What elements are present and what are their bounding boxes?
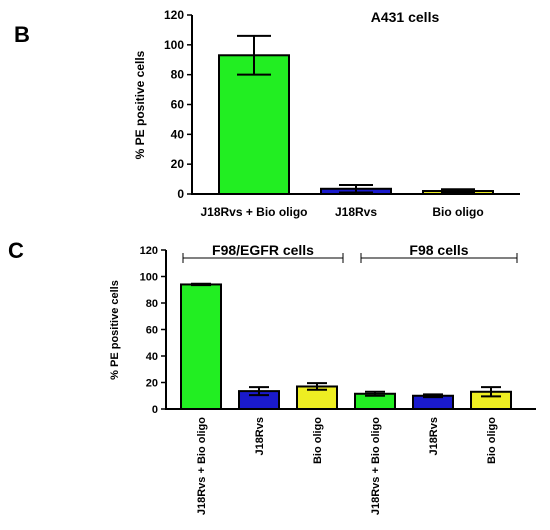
panel-c-y-axis-label: % PE positive cells	[109, 280, 121, 380]
c-error-bar	[307, 382, 327, 391]
c-y-tick-label: 120	[140, 245, 158, 257]
b-y-tick-label: 40	[171, 127, 185, 141]
c-y-tick-label: 100	[140, 272, 158, 284]
panel-b-y-ticks: 0 20 40 60 80 100 120	[164, 8, 192, 201]
b-bar	[218, 54, 290, 196]
c-y-tick-label: 0	[152, 404, 158, 416]
c-error-bar	[365, 390, 385, 397]
panel-b-bars	[218, 34, 494, 196]
panel-c-group-bracket	[182, 253, 344, 263]
panel-b-y-axis-label: % PE positive cells	[133, 50, 147, 159]
c-y-tick-label: 60	[146, 325, 158, 337]
panel-b-chart: B A431 cells % PE positive cells 0 20 40 60…	[14, 8, 520, 219]
panel-b-label: B	[14, 22, 30, 47]
panel-c-y-ticks: 0 20 40 60 80 100 120	[140, 245, 166, 416]
b-x-tick-label: J18Rvs	[335, 205, 377, 219]
c-x-tick-label: J18Rvs + Bio oligo	[196, 417, 208, 515]
panel-c-chart: C % PE positive cells F98/EGFR cells F98 …	[8, 238, 536, 515]
c-error-bar	[423, 393, 443, 399]
c-error-bar	[191, 282, 211, 287]
b-y-tick-label: 0	[177, 187, 184, 201]
b-y-tick-label: 60	[171, 98, 185, 112]
panel-c-group-label: F98/EGFR cells	[212, 242, 314, 258]
panel-c-group-brackets: F98/EGFR cells F98 cells	[182, 242, 518, 263]
c-x-tick-label: J18Rvs + Bio oligo	[370, 417, 382, 515]
panel-c-bars	[180, 282, 512, 411]
panel-c-label: C	[8, 238, 24, 263]
panel-c-group-label: F98 cells	[409, 242, 468, 258]
panel-b-title: A431 cells	[371, 9, 440, 25]
panel-c-x-tick-labels: J18Rvs + Bio oligo J18Rvs Bio oligo J18Rvs …	[196, 417, 498, 515]
c-x-tick-label: J18Rvs	[254, 417, 266, 456]
c-y-tick-label: 20	[146, 378, 158, 390]
b-x-tick-label: J18Rvs + Bio oligo	[200, 205, 307, 219]
c-x-tick-label: Bio oligo	[312, 417, 324, 464]
c-error-bar	[481, 386, 501, 398]
c-error-bar	[249, 386, 269, 397]
b-error-bar	[237, 34, 271, 76]
panel-b-x-tick-labels: J18Rvs + Bio oligo J18Rvs Bio oligo	[200, 205, 483, 219]
b-y-tick-label: 120	[164, 8, 184, 22]
panel-c-group-bracket	[360, 253, 518, 263]
c-y-tick-label: 40	[146, 351, 158, 363]
b-error-bar	[441, 188, 475, 194]
c-x-tick-label: J18Rvs	[428, 417, 440, 456]
b-y-tick-label: 20	[171, 157, 185, 171]
b-y-tick-label: 100	[164, 38, 184, 52]
c-y-tick-label: 80	[146, 298, 158, 310]
b-error-bar	[339, 184, 373, 194]
c-bar	[180, 283, 222, 411]
b-x-tick-label: Bio oligo	[432, 205, 483, 219]
c-x-tick-label: Bio oligo	[486, 417, 498, 464]
b-y-tick-label: 80	[171, 68, 185, 82]
